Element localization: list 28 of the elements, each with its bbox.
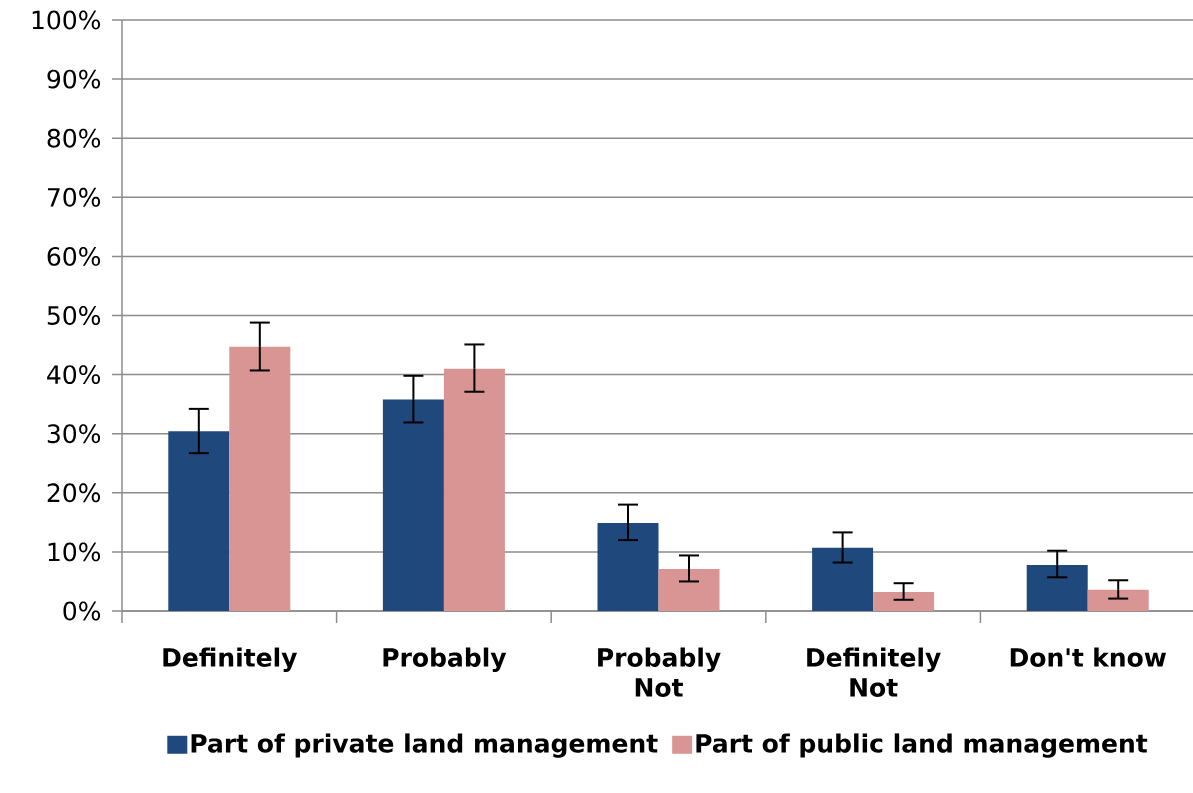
y-tick-label: 20% xyxy=(47,483,101,503)
bar xyxy=(597,522,659,611)
bar xyxy=(1087,589,1149,611)
bar xyxy=(229,346,291,611)
x-tick-label: Probably Not xyxy=(598,647,721,697)
legend-label: Part of public land management xyxy=(696,733,1148,758)
y-tick-label: 40% xyxy=(47,365,101,385)
y-tick-label: 60% xyxy=(47,246,101,266)
y-tick-label: 70% xyxy=(47,187,101,207)
bar xyxy=(812,547,874,611)
x-tick-label: Definitely Not xyxy=(807,647,941,697)
bar xyxy=(658,569,720,611)
y-tick-label: 10% xyxy=(48,542,101,562)
y-tick-label: 50% xyxy=(47,306,101,325)
bar xyxy=(168,431,230,611)
y-tick-label: 90% xyxy=(47,69,101,89)
y-tick-label: 30% xyxy=(47,424,101,444)
bar xyxy=(443,368,505,611)
x-tick-label: Probably xyxy=(383,647,507,672)
y-tick-label: 80% xyxy=(47,128,101,148)
y-tick-label: 0% xyxy=(63,601,101,621)
bar xyxy=(873,592,935,611)
legend-label: Part of private land management xyxy=(191,733,658,758)
bar xyxy=(1026,564,1088,611)
x-tick-label: Definitely xyxy=(163,647,298,672)
x-tick-label: Don't know xyxy=(1010,647,1167,667)
bar xyxy=(382,399,444,611)
y-tick-label: 100% xyxy=(32,10,101,30)
